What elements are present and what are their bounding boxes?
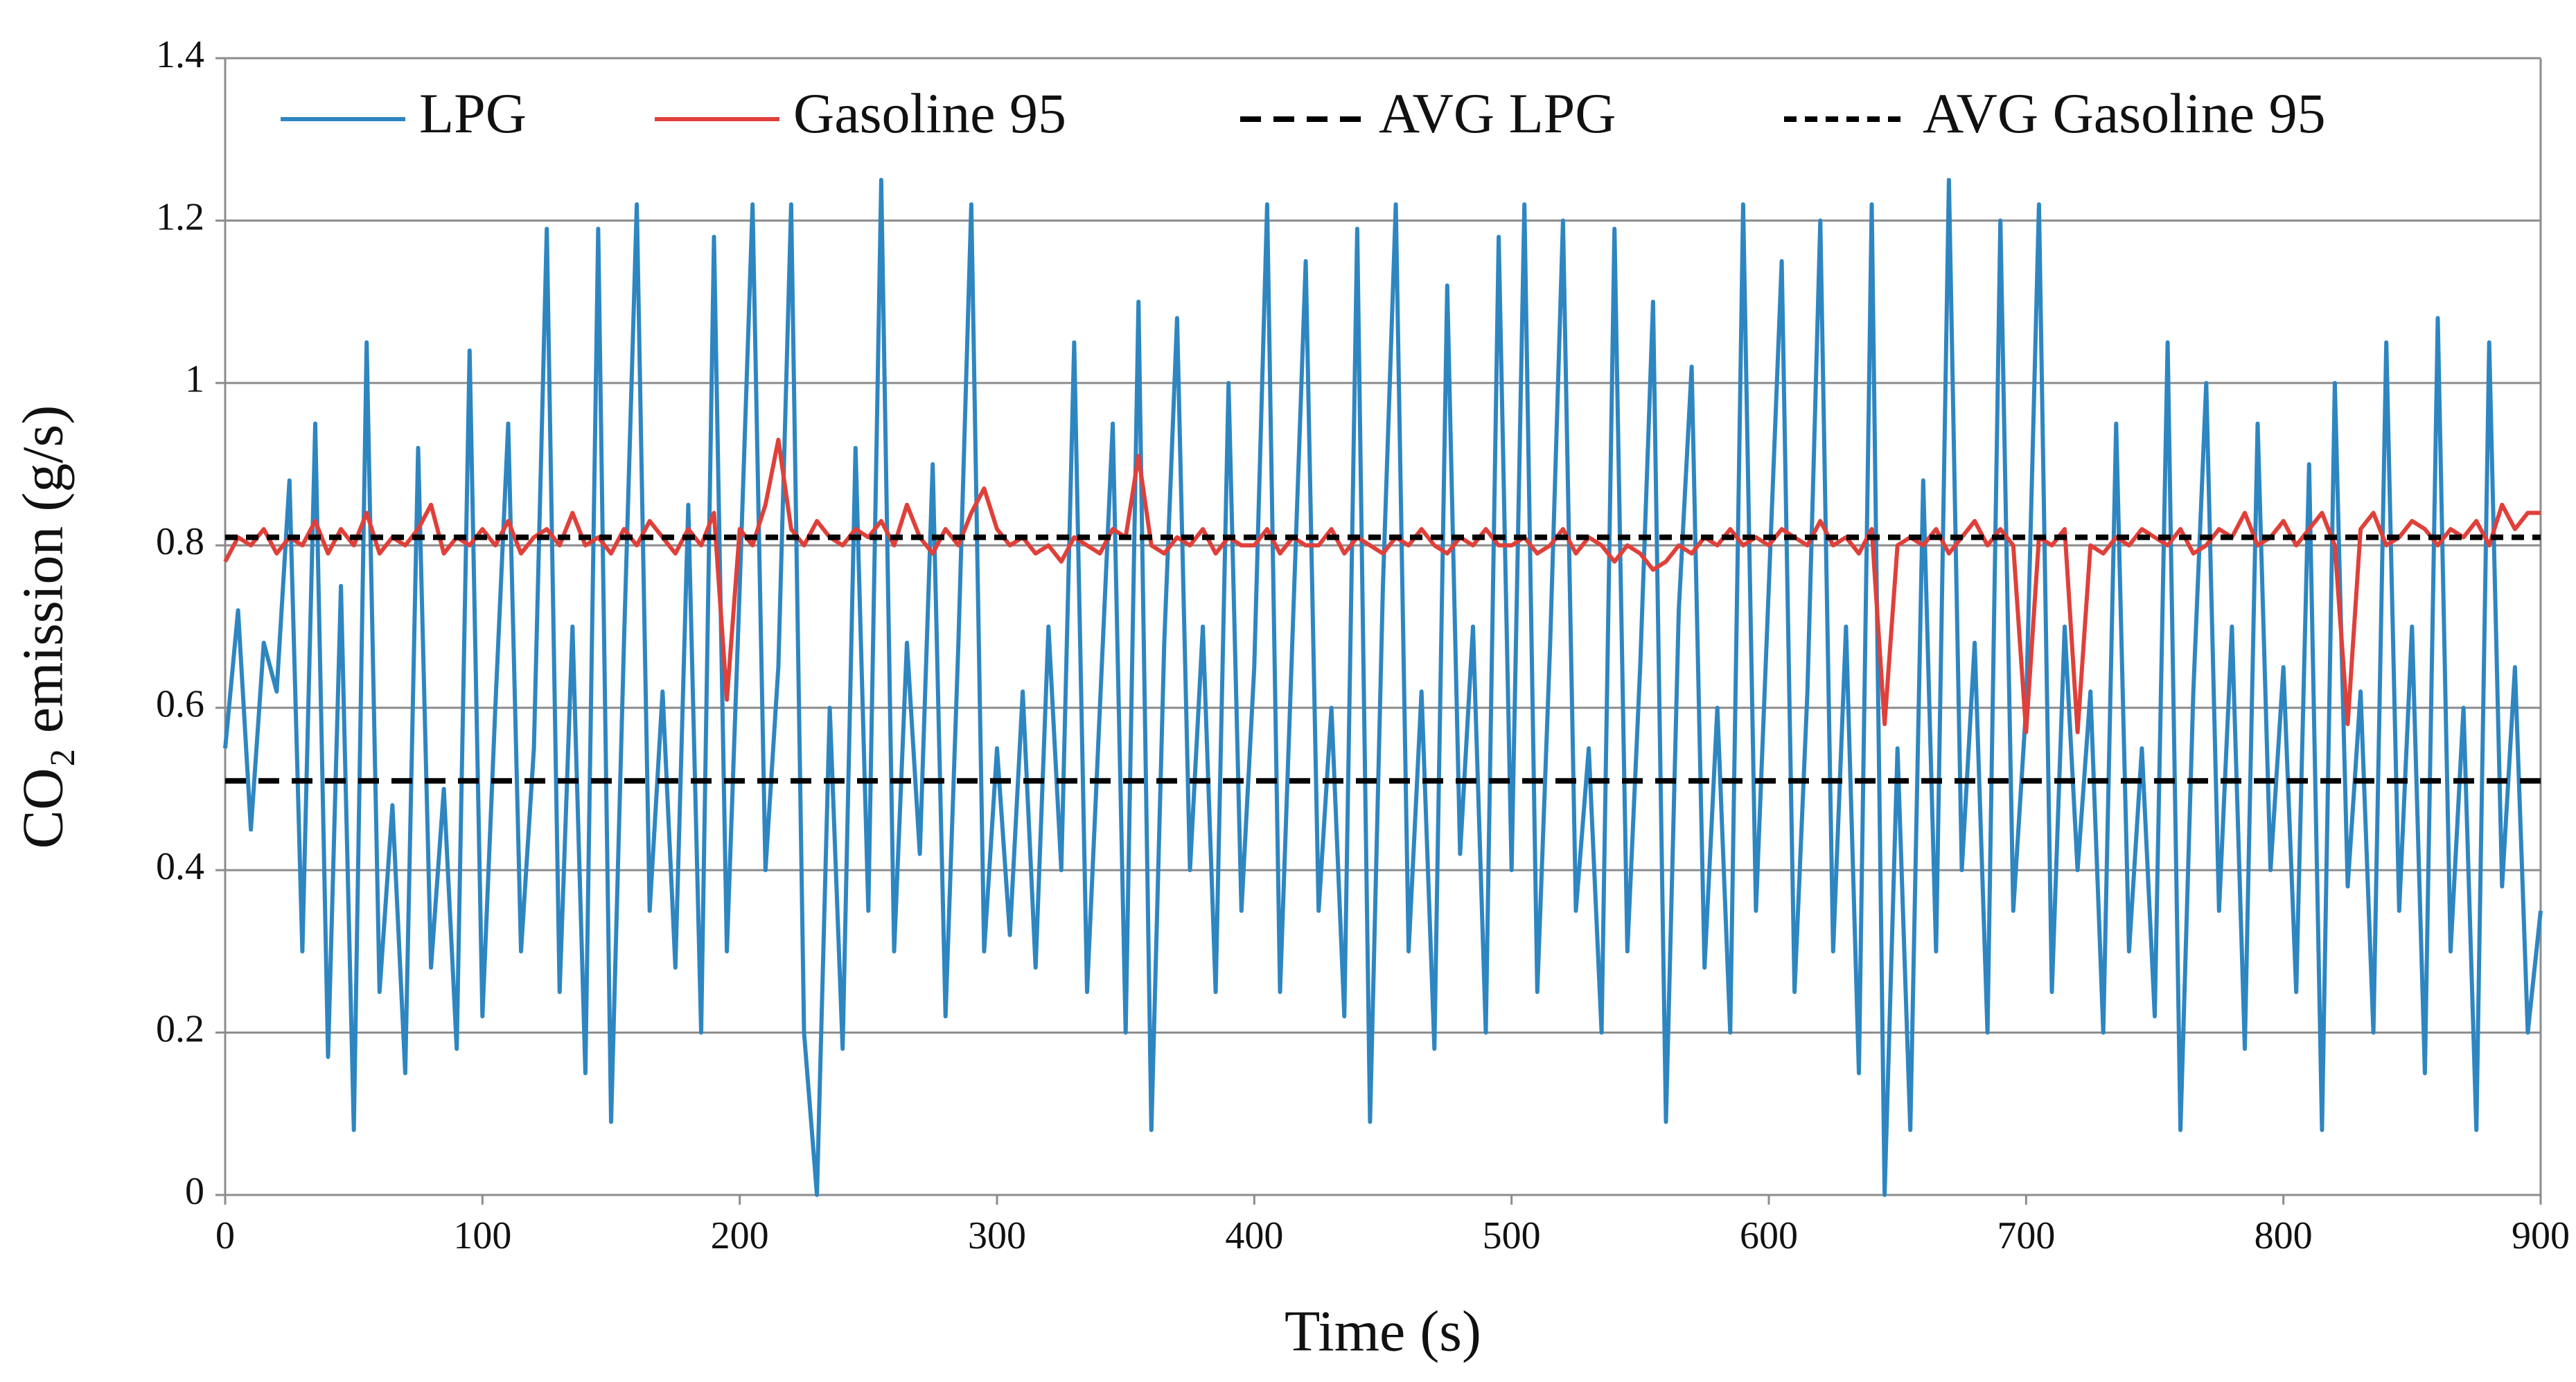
y-tick-label: 0.2 (156, 1007, 204, 1050)
x-tick-label: 700 (1997, 1214, 2055, 1257)
x-tick-label: 100 (453, 1214, 511, 1257)
x-tick-label: 600 (1740, 1214, 1798, 1257)
x-tick-label: 300 (968, 1214, 1026, 1257)
x-tick-label: 800 (2255, 1214, 2313, 1257)
x-axis-label: Time (s) (1285, 1299, 1481, 1363)
y-tick-label: 0.8 (156, 520, 204, 563)
x-tick-label: 400 (1225, 1214, 1283, 1257)
y-tick-label: 0.6 (156, 683, 204, 726)
y-tick-label: 1 (185, 358, 204, 401)
x-tick-label: 0 (215, 1214, 235, 1257)
x-tick-label: 900 (2512, 1214, 2570, 1257)
legend-label: AVG LPG (1379, 82, 1616, 145)
legend-label: LPG (419, 82, 527, 145)
legend-label: Gasoline 95 (793, 82, 1066, 145)
legend-label: AVG Gasoline 95 (1923, 82, 2326, 145)
series-line (223, 177, 2543, 1197)
y-tick-label: 0 (185, 1170, 204, 1213)
y-tick-label: 1.4 (156, 33, 204, 76)
y-tick-label: 0.4 (156, 845, 204, 888)
x-tick-label: 500 (1483, 1214, 1541, 1257)
x-tick-label: 200 (711, 1214, 769, 1257)
series-line (223, 437, 2541, 734)
y-axis-label: CO₂ emission (g/s) (10, 405, 75, 849)
y-tick-label: 1.2 (156, 195, 204, 238)
